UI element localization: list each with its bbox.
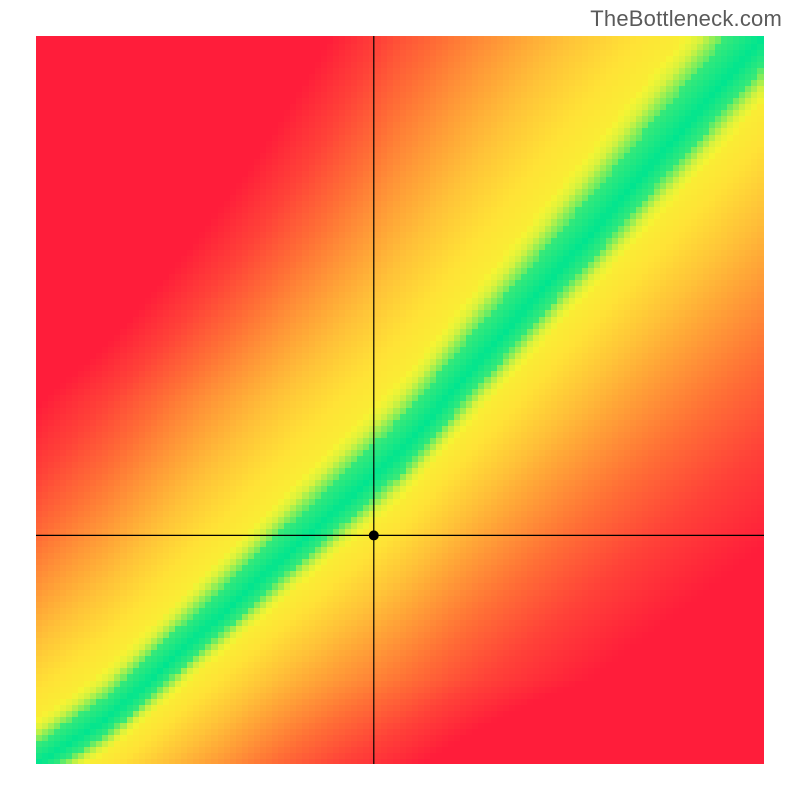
- bottleneck-heatmap: [36, 36, 764, 764]
- watermark-text: TheBottleneck.com: [590, 6, 782, 32]
- page-root: TheBottleneck.com: [0, 0, 800, 800]
- heatmap-canvas: [36, 36, 764, 764]
